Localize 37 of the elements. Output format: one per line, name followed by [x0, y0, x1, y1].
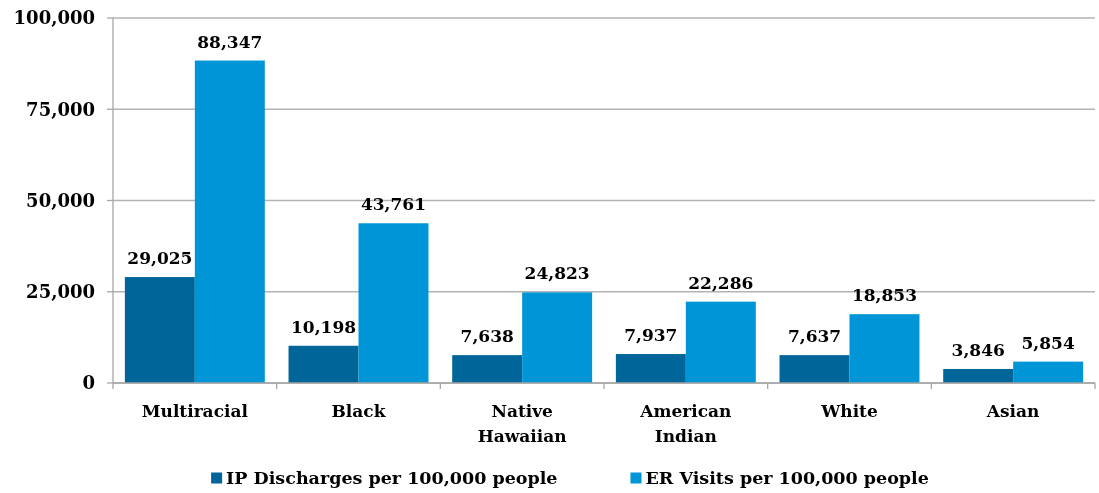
- data-label: 24,823: [524, 263, 590, 284]
- legend-label: ER Visits per 100,000 people: [645, 468, 929, 489]
- bar: [1013, 361, 1084, 383]
- x-tick-label: Multiracial: [141, 401, 249, 421]
- bar: [685, 301, 756, 383]
- y-tick-label: 50,000: [26, 189, 95, 211]
- data-label: 5,854: [1021, 332, 1075, 353]
- data-label: 43,761: [360, 194, 427, 215]
- bar: [849, 314, 920, 383]
- bar: [779, 355, 850, 383]
- bar: [522, 292, 593, 383]
- data-label: 7,937: [624, 325, 678, 346]
- data-label: 29,025: [127, 248, 193, 269]
- data-label: 7,638: [460, 326, 514, 347]
- bar: [194, 60, 265, 383]
- data-label: 7,637: [787, 326, 842, 347]
- y-tick-label: 100,000: [13, 7, 95, 29]
- data-label: 88,347: [197, 31, 263, 52]
- bar: [452, 355, 523, 383]
- y-tick-label: 0: [82, 372, 95, 394]
- x-tick-label: American Indian: [639, 401, 732, 446]
- x-tick-label: Native Hawaiian: [477, 401, 567, 446]
- bar: [358, 223, 429, 383]
- y-tick-label: 75,000: [26, 98, 95, 120]
- data-label: 18,853: [851, 285, 918, 306]
- legend-label: IP Discharges per 100,000 people: [226, 468, 558, 489]
- bar: [124, 277, 195, 383]
- bar: [943, 368, 1014, 383]
- x-tick-label: White: [820, 401, 878, 421]
- y-tick-label: 25,000: [26, 281, 95, 303]
- data-label: 10,198: [290, 316, 357, 337]
- data-label: 3,846: [951, 339, 1005, 360]
- x-tick-label: Black: [331, 401, 387, 421]
- bar: [615, 354, 686, 383]
- bar: [288, 345, 359, 383]
- x-tick-label: Asian: [985, 401, 1040, 421]
- data-label: 22,286: [688, 272, 754, 293]
